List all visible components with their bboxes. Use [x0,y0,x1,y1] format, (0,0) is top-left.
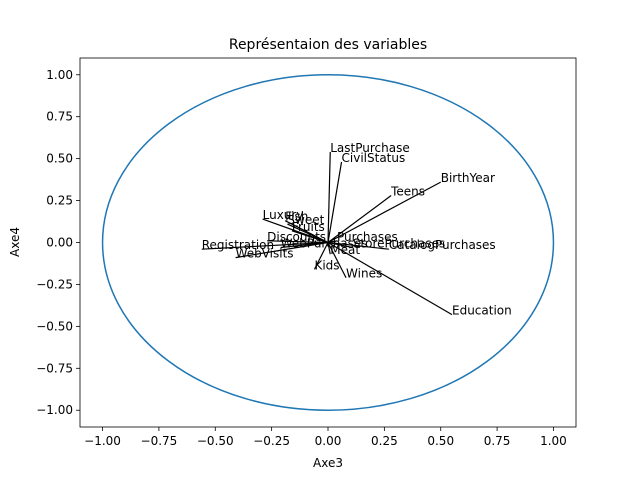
vector-birthyear [327,181,442,244]
vector-label-kids: Kids [314,258,339,272]
vector-discounts [267,240,329,244]
vector-fruits [291,230,329,244]
chart-title: Représentaion des variables [229,37,427,53]
y-tick-label: −0.75 [36,361,73,375]
vector-lastpurchase [327,151,331,243]
vector-label-webvisits: WebVisits [236,247,294,261]
y-tick-label: −0.25 [36,277,73,291]
x-tick-label: −0.75 [141,434,178,448]
y-tick-label: 1.00 [46,68,73,82]
x-tick-label: −0.25 [253,434,290,448]
x-tick-label: 0.50 [427,434,454,448]
x-tick-label: 0.00 [315,434,342,448]
y-tick-label: −1.00 [36,403,73,417]
vector-label-sweet: Sweet [287,213,324,227]
vector-label-wines: Wines [346,267,382,281]
vector-label-discounts: Discounts [267,230,326,244]
vector-civilstatus [327,161,343,243]
vector-webvisits [235,241,329,259]
vector-label-catalogpurchases: CatalogPurchases [389,238,496,252]
vector-label-civilstatus: CivilStatus [342,151,406,165]
vector-label-fish: Fish [285,210,308,224]
y-tick-label: 0.25 [46,194,73,208]
y-tick-label: 0.00 [46,236,73,250]
vector-kids [313,242,329,270]
unit-circle [101,74,555,411]
y-tick-label: 0.75 [46,110,73,124]
vector-registration [201,241,329,250]
y-tick-label: 0.50 [46,152,73,166]
vector-label-education: Education [452,304,512,318]
vector-label-registration: Registration [202,238,274,252]
vector-catalogpurchases [327,241,389,250]
vector-wines [327,242,347,278]
x-tick-label: 0.75 [484,434,511,448]
vector-label-lastpurchase: LastPurchase [330,141,410,155]
x-axis-label: Axe3 [313,456,343,470]
vector-label-fruits: Fruits [292,220,325,234]
vector-education [327,241,453,316]
vector-label-purchases: Purchases [337,230,398,244]
vector-label-meat: Meat [330,243,360,257]
x-tick-label: −0.50 [197,434,234,448]
y-axis-label: Axe4 [8,227,22,257]
y-axis: −1.00 −0.75 −0.50 −0.25 0.00 0.25 0.50 0.75 1.00 [36,68,80,417]
vector-label-luxury: Luxury [263,208,304,222]
x-tick-label: 0.25 [371,434,398,448]
vector-label-webpurchases: WebPurchases [281,237,368,251]
vector-label-storepurchases: StorePurchases [353,237,445,251]
vector-teens [327,195,392,243]
x-axis: −1.00 −0.75 −0.50 −0.25 0.00 0.25 0.50 0.75 1.00 [84,427,567,448]
vector-sweet [287,223,329,244]
x-tick-label: 1.00 [540,434,567,448]
vector-label-birthyear: BirthYear [441,171,495,185]
y-tick-label: −0.50 [36,319,73,333]
vector-webpurchases [280,241,329,249]
vector-label-teens: Teens [390,185,425,199]
x-tick-label: −1.00 [84,434,121,448]
